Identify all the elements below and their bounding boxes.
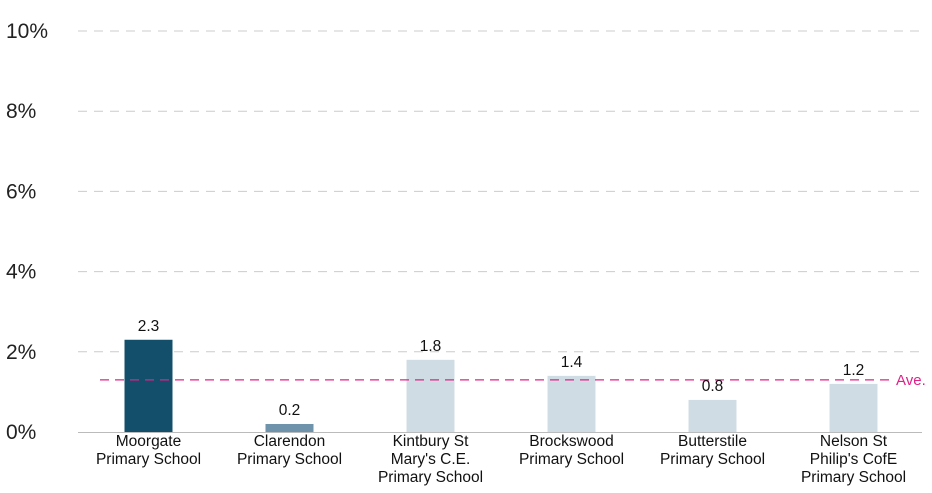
data-label: 1.4 (561, 354, 583, 371)
x-tick-label: Moorgate Primary School (96, 433, 201, 468)
bar (124, 339, 173, 432)
y-tick-label: 6% (6, 180, 36, 203)
data-label: 1.8 (420, 338, 442, 355)
data-label: 0.2 (279, 402, 301, 419)
y-tick-label: 10% (6, 20, 48, 43)
average-label: Ave. (896, 372, 926, 389)
x-axis-labels: Moorgate Primary School Clarendon Primary S… (96, 433, 906, 486)
x-tick-label: Nelson St Philip's CofE Primary School (801, 433, 906, 486)
x-tick-label: Kintbury St Mary's C.E. Primary School (378, 433, 483, 486)
bar (688, 399, 737, 432)
bar (406, 359, 455, 432)
bars (124, 339, 878, 432)
average-line-group: Ave. (100, 372, 926, 389)
data-labels: 2.3 0.2 1.8 1.4 0.8 1.2 (138, 318, 865, 419)
x-tick-label: Butterstile Primary School (660, 433, 765, 468)
gridlines (78, 30, 922, 353)
x-tick-label: Clarendon Primary School (237, 433, 342, 468)
data-label: 2.3 (138, 318, 160, 335)
y-axis: 0% 2% 4% 6% 8% 10% (6, 20, 922, 444)
bar (547, 375, 596, 432)
y-tick-label: 0% (6, 421, 36, 444)
data-label: 1.2 (843, 362, 865, 379)
bar (265, 423, 314, 432)
y-tick-label: 2% (6, 341, 36, 364)
bar (829, 383, 878, 432)
data-label: 0.8 (702, 378, 724, 395)
y-tick-label: 8% (6, 100, 36, 123)
y-tick-label: 4% (6, 261, 36, 284)
x-tick-label: Brockswood Primary School (519, 433, 624, 468)
